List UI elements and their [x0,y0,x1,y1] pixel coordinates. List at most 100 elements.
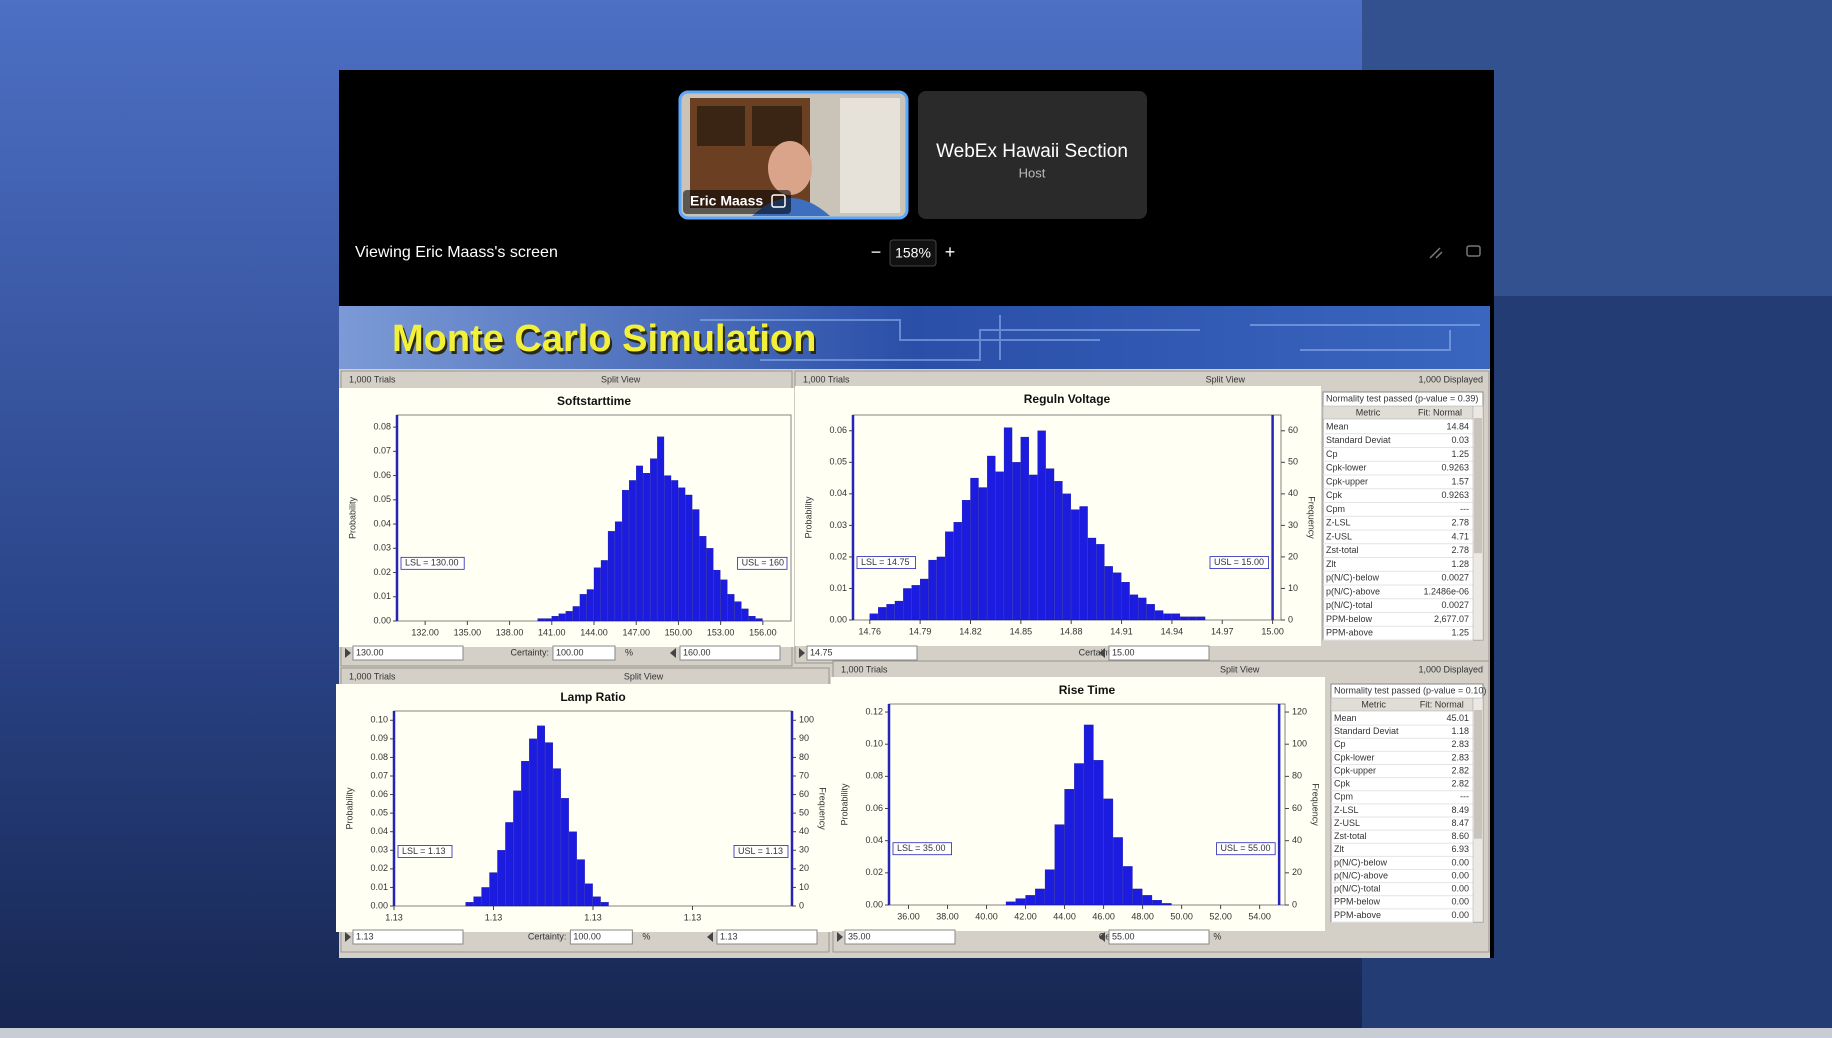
metric-value: 45.01 [1446,713,1469,723]
participant-tile[interactable]: WebEx Hawaii Section Host [918,91,1147,219]
metric-name: Zst-total [1326,545,1359,555]
metric-value: 0.00 [1451,870,1469,880]
y-tick-label: 0.02 [370,863,388,873]
x-tick-label: 46.00 [1092,911,1115,921]
metric-value: --- [1460,504,1469,514]
bar [1104,566,1113,621]
slide-title: Monte Carlo Simulation [392,318,816,360]
participant-tile[interactable]: Eric Maass [678,90,909,220]
zoom-out[interactable]: − [871,242,882,262]
bar [1054,824,1065,906]
x-tick-label: 14.91 [1110,626,1133,636]
y-tick-label: 0.03 [370,845,388,855]
x-tick-label: 48.00 [1131,911,1154,921]
bar [706,548,714,622]
bar [657,436,665,622]
spec-label: LSL = 130.00 [405,558,458,568]
spec-label: USL = 1.13 [738,846,783,856]
y-tick-label: 0.05 [829,457,847,467]
bar [678,487,686,622]
spec-label: LSL = 14.75 [861,557,909,567]
face [768,141,812,195]
bar [1012,462,1021,621]
viewing-label: Viewing Eric Maass's screen [355,244,558,261]
bar [961,500,971,621]
y-tick-label: 0.08 [370,752,388,762]
metric-name: p(N/C)-below [1334,857,1388,867]
metric-name: Standard Deviat [1326,435,1391,445]
y-tick-label: 0.04 [373,518,391,528]
bar [1142,895,1153,906]
metric-name: Z-LSL [1326,518,1351,528]
metric-name: PPM-below [1326,614,1373,624]
range-arrow [345,932,351,942]
bar [1062,493,1071,621]
metric-value: 0.00 [1451,857,1469,867]
y-tick-label: 0.05 [373,494,391,504]
metric-name: PPM-below [1334,897,1381,907]
bar [537,725,545,907]
metric-name: Mean [1326,421,1349,431]
range-arrow [345,648,351,658]
y2-tick-label: 60 [799,789,809,799]
bar [1035,888,1045,906]
bar [1079,506,1088,621]
bar [734,601,742,622]
metric-value: 2.82 [1451,765,1469,775]
x-tick-label: 52.00 [1209,911,1232,921]
metric-name: Zst-total [1334,831,1367,841]
bar [685,494,693,622]
metric-value: 0.0027 [1441,573,1469,583]
metrics-column: Fit: Normal [1420,699,1464,709]
annotate-icon[interactable] [1429,247,1443,259]
x-tick-label: 1.13 [684,912,702,922]
metrics-column: Metric [1356,407,1381,417]
bar [1045,468,1055,621]
y-tick-label: 0.00 [370,900,388,910]
y2-axis-label: Frequency [1311,783,1321,826]
desktop-edge [0,1028,1832,1038]
x-tick-label: 50.00 [1170,911,1193,921]
metric-name: Cp [1334,739,1346,749]
displayed-label: 1,000 Displayed [1418,374,1483,384]
bar [643,473,651,622]
y-axis-label: Probability [839,783,849,826]
bar [1025,895,1036,906]
bar [1113,837,1123,906]
input-box [352,645,464,661]
metric-name: Cpk-upper [1326,476,1368,486]
y-tick-label: 0.02 [373,567,391,577]
bar [1037,430,1046,621]
y2-axis-label: Frequency [1307,496,1317,539]
y-tick-label: 0.08 [865,771,883,781]
range-arrow [837,932,843,942]
x-tick-label: 15.00 [1261,626,1284,636]
certainty-label: Certainty: [510,647,549,657]
y-tick-label: 0.04 [865,835,883,845]
bar [1171,613,1181,621]
bar [1044,869,1055,906]
metric-value: 2,677.07 [1434,614,1469,624]
range-lower: 14.75 [810,647,833,657]
bar [568,831,577,907]
bar [741,608,749,622]
metrics-header: Normality test passed (p-value = 0.39) [1326,393,1478,403]
view-icon[interactable] [1466,245,1481,257]
zoom-level[interactable]: 158% [895,245,931,261]
zoom-in[interactable]: + [945,242,956,262]
x-tick-label: 14.88 [1060,626,1083,636]
metric-name: Z-USL [1334,818,1360,828]
bar [593,567,601,622]
spec-label-box [1216,842,1276,856]
displayed-label: 1,000 Displayed [1418,664,1483,674]
bar [1087,537,1097,621]
view-label: Split View [601,374,641,384]
trials-label: 1,000 Trials [349,374,396,384]
metric-value: 0.00 [1451,884,1469,894]
y-tick-label: 0.06 [370,789,388,799]
circuit-pattern [700,315,1480,361]
bar [600,560,608,622]
bar [894,600,904,621]
metric-value: 8.47 [1451,818,1469,828]
metric-value: 0.00 [1451,897,1469,907]
